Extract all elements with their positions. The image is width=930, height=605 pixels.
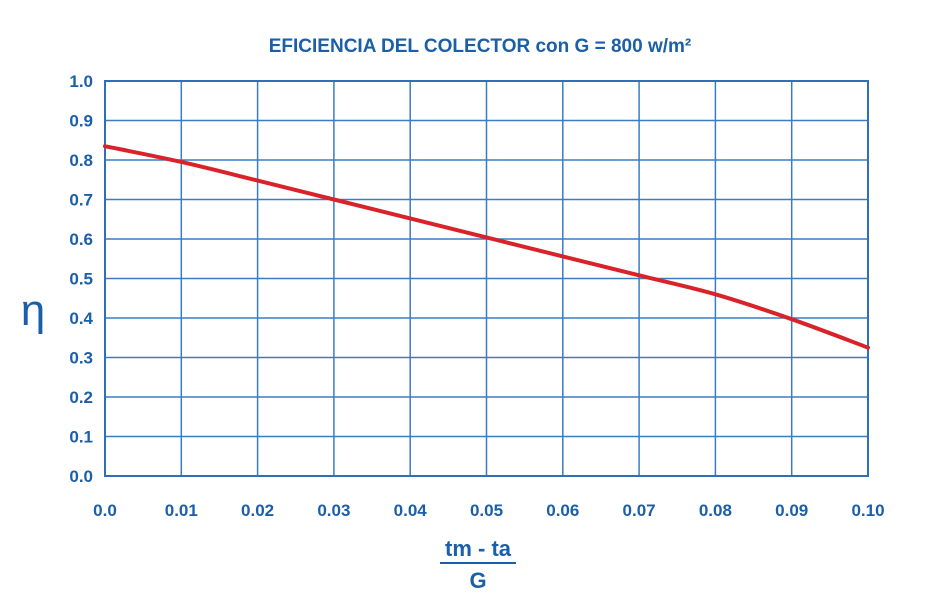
x-tick-label: 0.05 [470, 501, 503, 520]
y-tick-label: 0.6 [69, 230, 93, 249]
x-tick-label: 0.10 [851, 501, 884, 520]
x-tick-label: 0.04 [394, 501, 428, 520]
y-axis-ticks: 0.0 0.1 0.2 0.3 0.4 0.5 0.6 0.7 0.8 0.9 1.0 [69, 72, 93, 486]
x-axis-ticks: 0.0 0.01 0.02 0.03 0.04 0.05 0.06 0.07 0.08 0.09 0… [93, 501, 884, 520]
y-tick-label: 0.2 [69, 388, 93, 407]
x-tick-label: 0.0 [93, 501, 117, 520]
y-tick-label: 0.8 [69, 151, 93, 170]
chart-title: EFICIENCIA DEL COLECTOR con G = 800 w/m² [269, 36, 691, 57]
grid [104, 80, 869, 477]
series-layer [103, 144, 870, 350]
y-tick-label: 0.0 [69, 467, 93, 486]
x-tick-label: 0.03 [317, 501, 350, 520]
x-tick-label: 0.02 [241, 501, 274, 520]
x-tick-label: 0.08 [699, 501, 732, 520]
x-tick-label: 0.07 [623, 501, 656, 520]
y-tick-label: 0.1 [69, 428, 93, 447]
plot-frame [104, 80, 869, 477]
y-tick-label: 0.4 [69, 309, 93, 328]
y-axis-label: η [21, 286, 45, 335]
y-tick-label: 0.9 [69, 112, 93, 131]
efficiency-curve [103, 144, 870, 350]
y-tick-label: 0.7 [69, 191, 93, 210]
y-tick-label: 0.3 [69, 349, 93, 368]
x-tick-label: 0.09 [775, 501, 808, 520]
x-axis-label-denominator: G [469, 568, 486, 593]
x-tick-label: 0.01 [165, 501, 198, 520]
x-tick-label: 0.06 [546, 501, 579, 520]
y-tick-label: 1.0 [69, 72, 93, 91]
x-axis-label-numerator: tm - ta [445, 536, 512, 561]
y-tick-label: 0.5 [69, 270, 93, 289]
